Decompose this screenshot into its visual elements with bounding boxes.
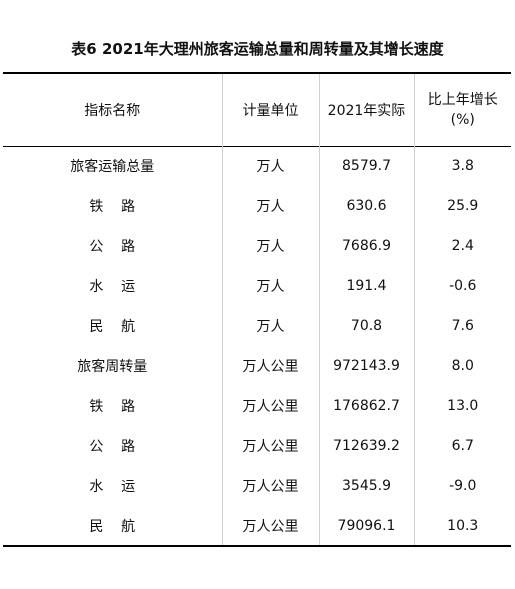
cell-indicator-name: 公 路 [3,226,223,266]
cell-growth: -9.0 [413,466,511,506]
cell-unit: 万人公里 [221,506,320,546]
table-row: 水 运 万人 191.4 -0.6 [3,266,511,306]
cell-indicator-name: 旅客运输总量 [3,146,223,186]
cell-growth: 3.8 [413,146,511,186]
passenger-transport-table: 指标名称 计量单位 2021年实际 比上年增长 (%) 旅客运输总量 万人 85… [3,72,511,547]
cell-indicator-name: 铁 路 [3,186,223,226]
cell-unit: 万人 [221,186,320,226]
cell-actual: 176862.7 [318,386,415,426]
cell-indicator-name: 水 运 [3,266,223,306]
cell-actual: 630.6 [318,186,415,226]
header-unit: 计量单位 [221,73,320,146]
cell-actual: 8579.7 [318,146,415,186]
cell-actual: 7686.9 [318,226,415,266]
cell-unit: 万人 [221,266,320,306]
table-row: 水 运 万人公里 3545.9 -9.0 [3,466,511,506]
cell-indicator-name: 公 路 [3,426,223,466]
header-indicator-name: 指标名称 [3,73,223,146]
table-row: 旅客运输总量 万人 8579.7 3.8 [3,146,511,186]
table-row: 民 航 万人公里 79096.1 10.3 [3,506,511,546]
cell-indicator-name: 旅客周转量 [3,346,223,386]
cell-growth: -0.6 [413,266,511,306]
table-row: 公 路 万人公里 712639.2 6.7 [3,426,511,466]
cell-actual: 79096.1 [318,506,415,546]
cell-indicator-name: 民 航 [3,506,223,546]
cell-growth: 13.0 [413,386,511,426]
table-row: 公 路 万人 7686.9 2.4 [3,226,511,266]
cell-unit: 万人 [221,226,320,266]
header-row: 指标名称 计量单位 2021年实际 比上年增长 (%) [3,73,511,146]
cell-actual: 712639.2 [318,426,415,466]
table-title: 表6 2021年大理州旅客运输总量和周转量及其增长速度 [71,40,444,58]
table-body: 旅客运输总量 万人 8579.7 3.8 铁 路 万人 630.6 25.9 公… [3,146,511,546]
cell-unit: 万人公里 [221,426,320,466]
cell-unit: 万人公里 [221,466,320,506]
table-row: 旅客周转量 万人公里 972143.9 8.0 [3,346,511,386]
cell-growth: 8.0 [413,346,511,386]
cell-unit: 万人 [221,146,320,186]
table-row: 铁 路 万人 630.6 25.9 [3,186,511,226]
cell-unit: 万人公里 [221,346,320,386]
cell-indicator-name: 水 运 [3,466,223,506]
table-row: 民 航 万人 70.8 7.6 [3,306,511,346]
header-growth: 比上年增长 (%) [413,73,511,146]
cell-actual: 3545.9 [318,466,415,506]
cell-indicator-name: 民 航 [3,306,223,346]
header-actual-2021: 2021年实际 [318,73,415,146]
cell-actual: 70.8 [318,306,415,346]
cell-unit: 万人公里 [221,386,320,426]
cell-growth: 2.4 [413,226,511,266]
table-row: 铁 路 万人公里 176862.7 13.0 [3,386,511,426]
cell-unit: 万人 [221,306,320,346]
cell-growth: 10.3 [413,506,511,546]
cell-growth: 25.9 [413,186,511,226]
cell-indicator-name: 铁 路 [3,386,223,426]
cell-growth: 7.6 [413,306,511,346]
cell-actual: 972143.9 [318,346,415,386]
cell-growth: 6.7 [413,426,511,466]
cell-actual: 191.4 [318,266,415,306]
table-header: 指标名称 计量单位 2021年实际 比上年增长 (%) [3,73,511,146]
header-growth-label: 比上年增长 [427,91,498,108]
header-growth-unit: (%) [450,111,475,128]
